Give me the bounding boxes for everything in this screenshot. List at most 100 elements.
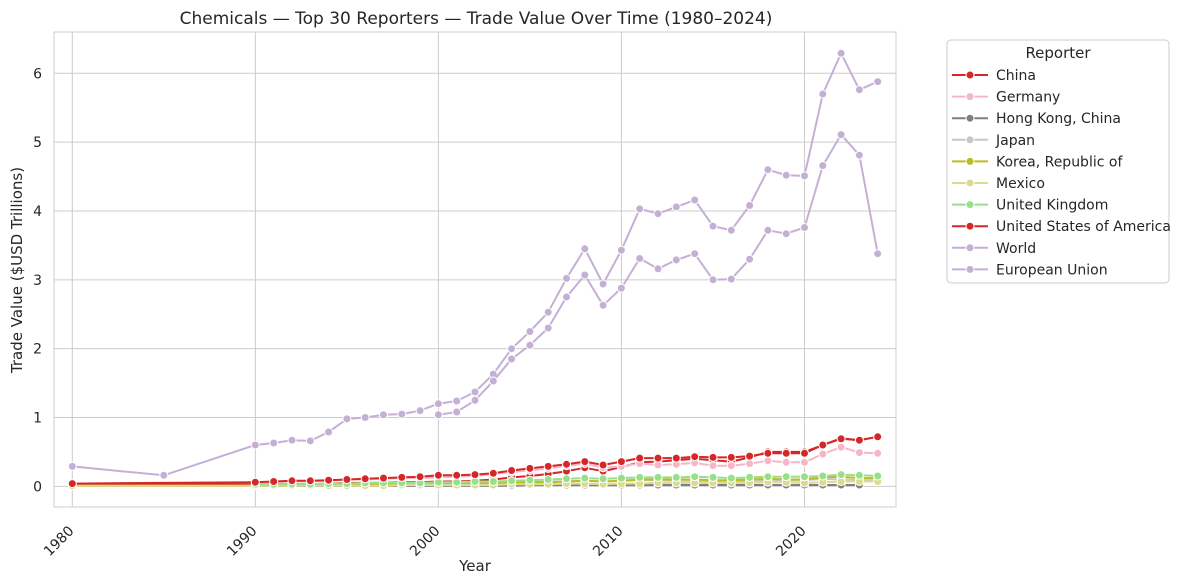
legend-label: Japan: [995, 133, 1035, 149]
data-point: [342, 475, 352, 484]
x-tick-label: 2020: [773, 523, 810, 560]
data-point: [653, 209, 663, 219]
data-point: [635, 204, 645, 214]
data-point: [671, 453, 681, 463]
legend-label: European Union: [996, 262, 1108, 278]
series-european-union: [433, 130, 883, 420]
legend-item: Korea, Republic of: [952, 154, 1123, 170]
legend-item: United States of America: [952, 219, 1171, 235]
data-point: [873, 432, 883, 442]
x-tick-label: 1990: [224, 523, 261, 560]
data-point: [525, 340, 535, 350]
data-point: [800, 457, 809, 467]
data-point: [763, 225, 773, 235]
data-point: [67, 479, 77, 489]
legend-items: China Germany Hong Kong, China Japan Korea, …: [952, 68, 1171, 278]
legend-item: World: [952, 241, 1036, 257]
data-point: [616, 457, 626, 467]
data-point: [763, 448, 773, 458]
data-point: [562, 273, 571, 283]
legend-label: China: [996, 68, 1036, 84]
legend-label: Mexico: [996, 176, 1045, 192]
legend-marker: [965, 135, 975, 145]
data-point: [800, 171, 809, 181]
data-point: [525, 475, 535, 485]
data-point: [342, 414, 352, 424]
data-point: [507, 476, 517, 486]
data-point: [726, 473, 736, 483]
data-point: [525, 327, 535, 336]
data-point: [818, 471, 828, 481]
data-point: [873, 471, 883, 481]
data-point: [543, 323, 553, 333]
data-point: [800, 223, 809, 232]
x-tick-label: 1980: [41, 523, 78, 560]
data-point: [415, 472, 425, 482]
data-point: [671, 472, 681, 482]
data-point: [854, 150, 864, 160]
data-point: [708, 452, 718, 462]
data-point: [287, 435, 297, 445]
data-point: [543, 307, 553, 317]
data-point: [745, 472, 755, 482]
data-point: [818, 89, 828, 99]
data-point: [726, 274, 736, 284]
series-line: [72, 52, 879, 477]
legend-label: Germany: [996, 90, 1060, 106]
data-point: [726, 225, 736, 235]
data-point: [598, 474, 608, 484]
legend-item: Mexico: [952, 176, 1045, 192]
data-point: [397, 409, 407, 419]
legend-marker: [965, 113, 975, 123]
data-point: [836, 442, 846, 452]
legend-marker: [965, 243, 975, 253]
data-point: [854, 85, 864, 95]
legend-marker: [965, 70, 975, 80]
data-point: [745, 254, 755, 264]
y-tick-label: 5: [33, 135, 42, 151]
y-tick-label: 6: [33, 66, 42, 82]
data-point: [616, 245, 626, 255]
data-point: [269, 477, 279, 486]
data-point: [507, 466, 517, 475]
data-point: [836, 130, 846, 140]
legend-item: Hong Kong, China: [952, 111, 1121, 127]
legend-label: World: [996, 241, 1036, 257]
data-point: [250, 440, 260, 450]
data-point: [433, 410, 443, 420]
data-point: [470, 470, 480, 480]
data-point: [470, 387, 480, 397]
data-point: [836, 434, 846, 444]
data-point: [818, 449, 828, 459]
data-point: [562, 459, 571, 469]
data-point: [580, 457, 590, 467]
data-point: [836, 48, 846, 58]
series-united-kingdom: [250, 470, 883, 489]
data-point: [690, 452, 700, 462]
data-point: [873, 249, 883, 259]
legend: Reporter China Germany Hong Kong, China Jap…: [946, 39, 1171, 284]
data-point: [873, 77, 883, 87]
data-point: [854, 470, 864, 480]
data-point: [415, 406, 425, 416]
data-point: [745, 459, 755, 469]
data-point: [690, 472, 700, 482]
data-point: [305, 436, 315, 446]
data-point: [598, 460, 608, 470]
legend-item: United Kingdom: [952, 198, 1108, 214]
legend-marker: [965, 200, 975, 210]
data-point: [562, 474, 571, 484]
data-point: [580, 473, 590, 483]
legend-label: Hong Kong, China: [996, 111, 1121, 127]
data-point: [433, 470, 443, 480]
data-point: [616, 473, 626, 483]
data-point: [763, 456, 773, 466]
data-point: [836, 470, 846, 480]
y-axis-label: Trade Value ($USD Trillions): [8, 167, 26, 374]
x-tick-label: 2010: [590, 523, 627, 560]
y-tick-label: 1: [33, 411, 42, 427]
data-point: [726, 452, 736, 462]
data-point: [854, 448, 864, 458]
